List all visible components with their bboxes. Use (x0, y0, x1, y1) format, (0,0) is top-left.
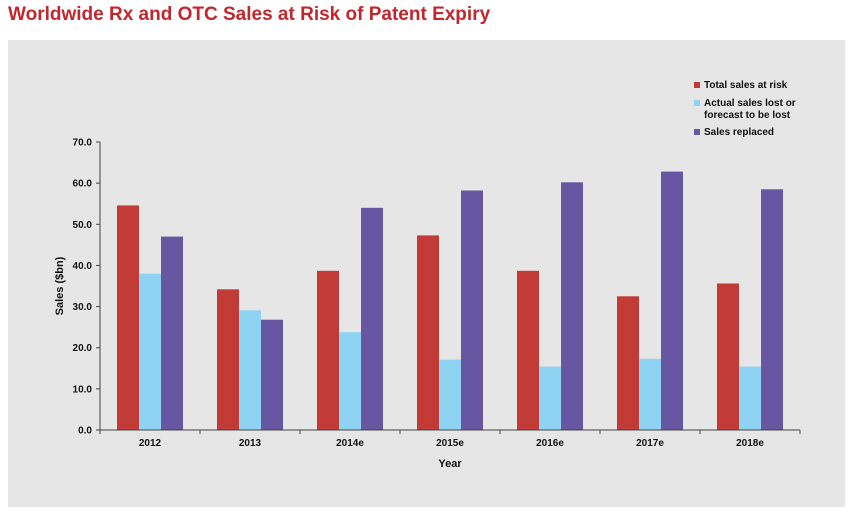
y-tick-label: 0.0 (78, 426, 92, 437)
bar-2015e-series-1 (417, 235, 439, 430)
y-tick-label: 10.0 (73, 384, 93, 395)
bar-2013-series-3 (261, 319, 283, 430)
bar-2012-series-1 (117, 205, 139, 430)
bar-chart: 0.0 10.0 20.0 30.0 40.0 50.0 60.0 70.0 2012 2013 2… (54, 80, 801, 470)
legend-swatch-2 (694, 100, 700, 106)
bar-2017e-series-1 (617, 296, 639, 430)
bar-2016e-series-2 (539, 366, 561, 430)
bar-2018e-series-3 (761, 189, 783, 430)
y-tick-label: 50.0 (73, 220, 93, 231)
bar-2016e-series-1 (517, 270, 539, 430)
bar-2018e-series-1 (717, 283, 739, 430)
y-tick-label: 40.0 (73, 261, 93, 272)
chart-panel: 0.0 10.0 20.0 30.0 40.0 50.0 60.0 70.0 2012 2013 2… (8, 40, 845, 507)
y-axis-title: Sales ($bn) (54, 256, 66, 315)
y-tick-label: 30.0 (73, 302, 93, 313)
x-tick-label: 2013 (239, 438, 262, 449)
bar-2017e-series-2 (639, 358, 661, 430)
x-tick-label: 2015e (436, 438, 464, 449)
bar-2013-series-2 (239, 310, 261, 430)
legend-label-2: Actual sales lost or forecast to be lost (704, 98, 796, 121)
bar-2014e-series-3 (361, 207, 383, 430)
bar-2017e-series-3 (661, 171, 683, 430)
bar-2012-series-2 (139, 273, 161, 430)
legend-label-1: Total sales at risk (704, 80, 788, 91)
bar-2016e-series-3 (561, 182, 583, 430)
bar-2013-series-1 (217, 289, 239, 430)
bar-2014e-series-2 (339, 332, 361, 430)
legend-swatch-1 (694, 82, 700, 88)
x-tick-label: 2017e (636, 438, 664, 449)
bar-2012-series-3 (161, 236, 183, 430)
legend-label-3: Sales replaced (704, 127, 774, 138)
y-tick-label: 60.0 (73, 179, 93, 190)
bar-2015e-series-2 (439, 359, 461, 430)
bar-2015e-series-3 (461, 190, 483, 430)
page-title: Worldwide Rx and OTC Sales at Risk of Pa… (8, 4, 491, 25)
bar-2014e-series-1 (317, 270, 339, 430)
x-tick-label: 2012 (139, 438, 162, 449)
x-axis-title: Year (438, 458, 462, 470)
x-tick-label: 2014e (336, 438, 364, 449)
legend-swatch-3 (694, 129, 700, 135)
x-tick-label: 2018e (736, 438, 764, 449)
y-tick-label: 70.0 (73, 138, 93, 149)
x-tick-label: 2016e (536, 438, 564, 449)
y-tick-label: 20.0 (73, 343, 93, 354)
bar-2018e-series-2 (739, 366, 761, 430)
